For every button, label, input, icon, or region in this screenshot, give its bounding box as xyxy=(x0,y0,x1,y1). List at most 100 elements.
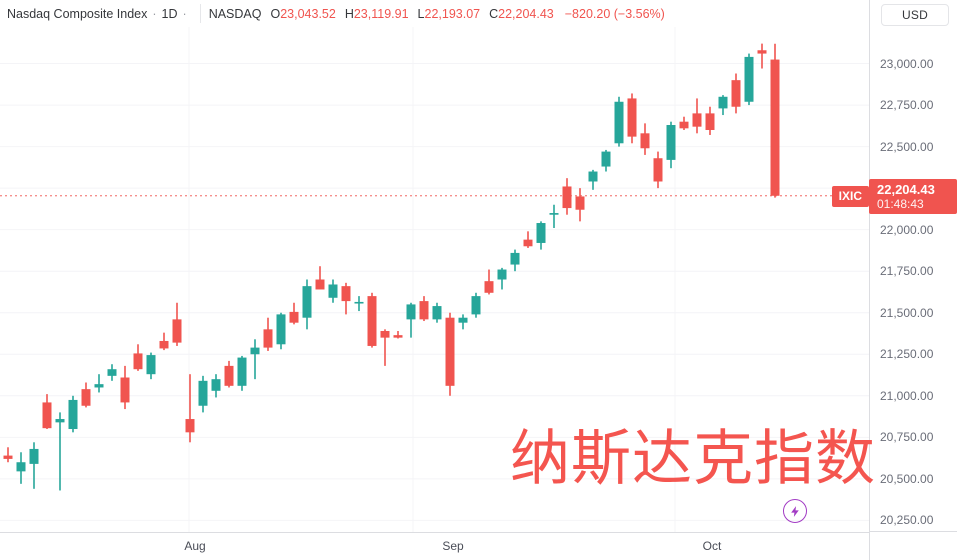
candle-body xyxy=(185,419,195,433)
candle-body xyxy=(549,213,559,215)
price-tick-label: 20,500.00 xyxy=(880,471,934,486)
candle-body xyxy=(328,284,338,298)
candle-body xyxy=(445,317,455,386)
last-price-value: 22,204.43 xyxy=(877,181,935,197)
interval-label[interactable]: 1D xyxy=(161,6,178,21)
candle-body xyxy=(666,125,676,160)
ticker-chip: IXIC xyxy=(831,185,869,207)
price-tick-label: 22,500.00 xyxy=(880,139,934,154)
time-tick-label: Oct xyxy=(702,539,722,553)
candle-body xyxy=(133,353,143,370)
candle-body xyxy=(146,355,156,375)
candle-body xyxy=(679,121,689,129)
candle-body xyxy=(627,98,637,137)
high-value: 23,119.91 xyxy=(353,6,409,21)
bar-countdown: 01:48:43 xyxy=(877,196,924,211)
candlestick-series xyxy=(0,27,869,532)
candles xyxy=(3,43,780,491)
lightning-bolt-icon xyxy=(783,499,807,523)
candle-body xyxy=(614,101,624,144)
high-key: H xyxy=(344,6,354,21)
candle-body xyxy=(510,252,520,265)
candle-body xyxy=(211,379,221,391)
candle-body xyxy=(29,448,39,464)
candle-body xyxy=(237,357,247,386)
chart-header-legend: Nasdaq Composite Index · 1D · NASDAQ O23… xyxy=(0,0,869,27)
symbol-name[interactable]: Nasdaq Composite Index xyxy=(7,6,148,21)
candle-body xyxy=(16,462,26,472)
candle-body xyxy=(263,329,273,348)
candle-body xyxy=(315,279,325,290)
candle-body xyxy=(68,399,78,430)
candle-body xyxy=(94,384,104,388)
candle-body xyxy=(289,311,299,323)
price-tick-label: 22,750.00 xyxy=(880,98,934,113)
candle-body xyxy=(42,402,52,429)
close-key: C xyxy=(489,6,499,21)
time-tick-label: Aug xyxy=(184,539,206,553)
candle-body xyxy=(640,133,650,149)
candle-body xyxy=(588,171,598,182)
candle-body xyxy=(419,301,429,320)
low-value: 22,193.07 xyxy=(424,6,481,21)
price-tick-label: 20,250.00 xyxy=(880,513,934,528)
axis-bottom-divider xyxy=(870,531,957,532)
candle-body xyxy=(354,301,364,304)
price-tick-label: 21,750.00 xyxy=(880,264,934,279)
candle-body xyxy=(601,151,611,167)
grid-lines xyxy=(0,27,869,532)
candle-body xyxy=(3,455,13,459)
candle-body xyxy=(653,158,663,182)
candle-body xyxy=(705,113,715,130)
price-tick-label: 21,500.00 xyxy=(880,305,934,320)
time-tick-label: Sep xyxy=(442,539,464,553)
candle-body xyxy=(120,377,130,403)
exchange-label: NASDAQ xyxy=(208,6,262,21)
close-value: 22,204.43 xyxy=(498,6,554,21)
candle-body xyxy=(406,304,416,320)
chart-plot-area[interactable] xyxy=(0,27,869,532)
candle-body xyxy=(81,389,91,406)
candle-body xyxy=(172,319,182,343)
candle-body xyxy=(107,369,117,376)
open-value: 23,043.52 xyxy=(280,6,336,21)
price-tick-label: 21,000.00 xyxy=(880,388,934,403)
header-dot-1: · xyxy=(152,6,157,21)
header-divider-1 xyxy=(199,4,201,23)
candle-body xyxy=(250,347,260,355)
currency-button[interactable]: USD xyxy=(881,4,949,26)
price-tick-label: 23,000.00 xyxy=(880,56,934,71)
low-key: L xyxy=(417,6,425,21)
candle-body xyxy=(731,80,741,107)
candle-body xyxy=(55,419,65,423)
ohlc-high: H23,119.91 xyxy=(345,7,409,21)
price-axis[interactable]: USD 23,000.0022,750.0022,500.0022,250.00… xyxy=(869,0,957,560)
candle-body xyxy=(367,296,377,346)
candle-body xyxy=(484,281,494,293)
candle-body xyxy=(718,96,728,109)
change-value: −820.20 (−3.56%) xyxy=(564,6,665,21)
candle-body xyxy=(575,196,585,210)
header-dot-2: · xyxy=(182,6,187,21)
time-axis[interactable]: Aug Sep Oct xyxy=(0,532,869,560)
candle-body xyxy=(692,113,702,127)
candle-body xyxy=(770,59,780,196)
ohlc-low: L22,193.07 xyxy=(418,7,481,21)
candle-body xyxy=(497,269,507,280)
candle-body xyxy=(471,296,481,315)
candle-body xyxy=(341,286,351,302)
candle-body xyxy=(276,314,286,345)
candle-body xyxy=(744,56,754,102)
candle-body xyxy=(757,50,767,54)
candle-body xyxy=(432,306,442,320)
price-tick-label: 20,750.00 xyxy=(880,430,934,445)
candle-body xyxy=(380,330,390,338)
last-price-tag[interactable]: 22,204.43 01:48:43 xyxy=(869,178,957,214)
open-key: O xyxy=(270,6,281,21)
candle-body xyxy=(523,239,533,247)
ohlc-open: O23,043.52 xyxy=(270,7,335,21)
candle-body xyxy=(159,340,169,349)
candle-body xyxy=(393,335,403,338)
candle-body xyxy=(458,317,468,323)
